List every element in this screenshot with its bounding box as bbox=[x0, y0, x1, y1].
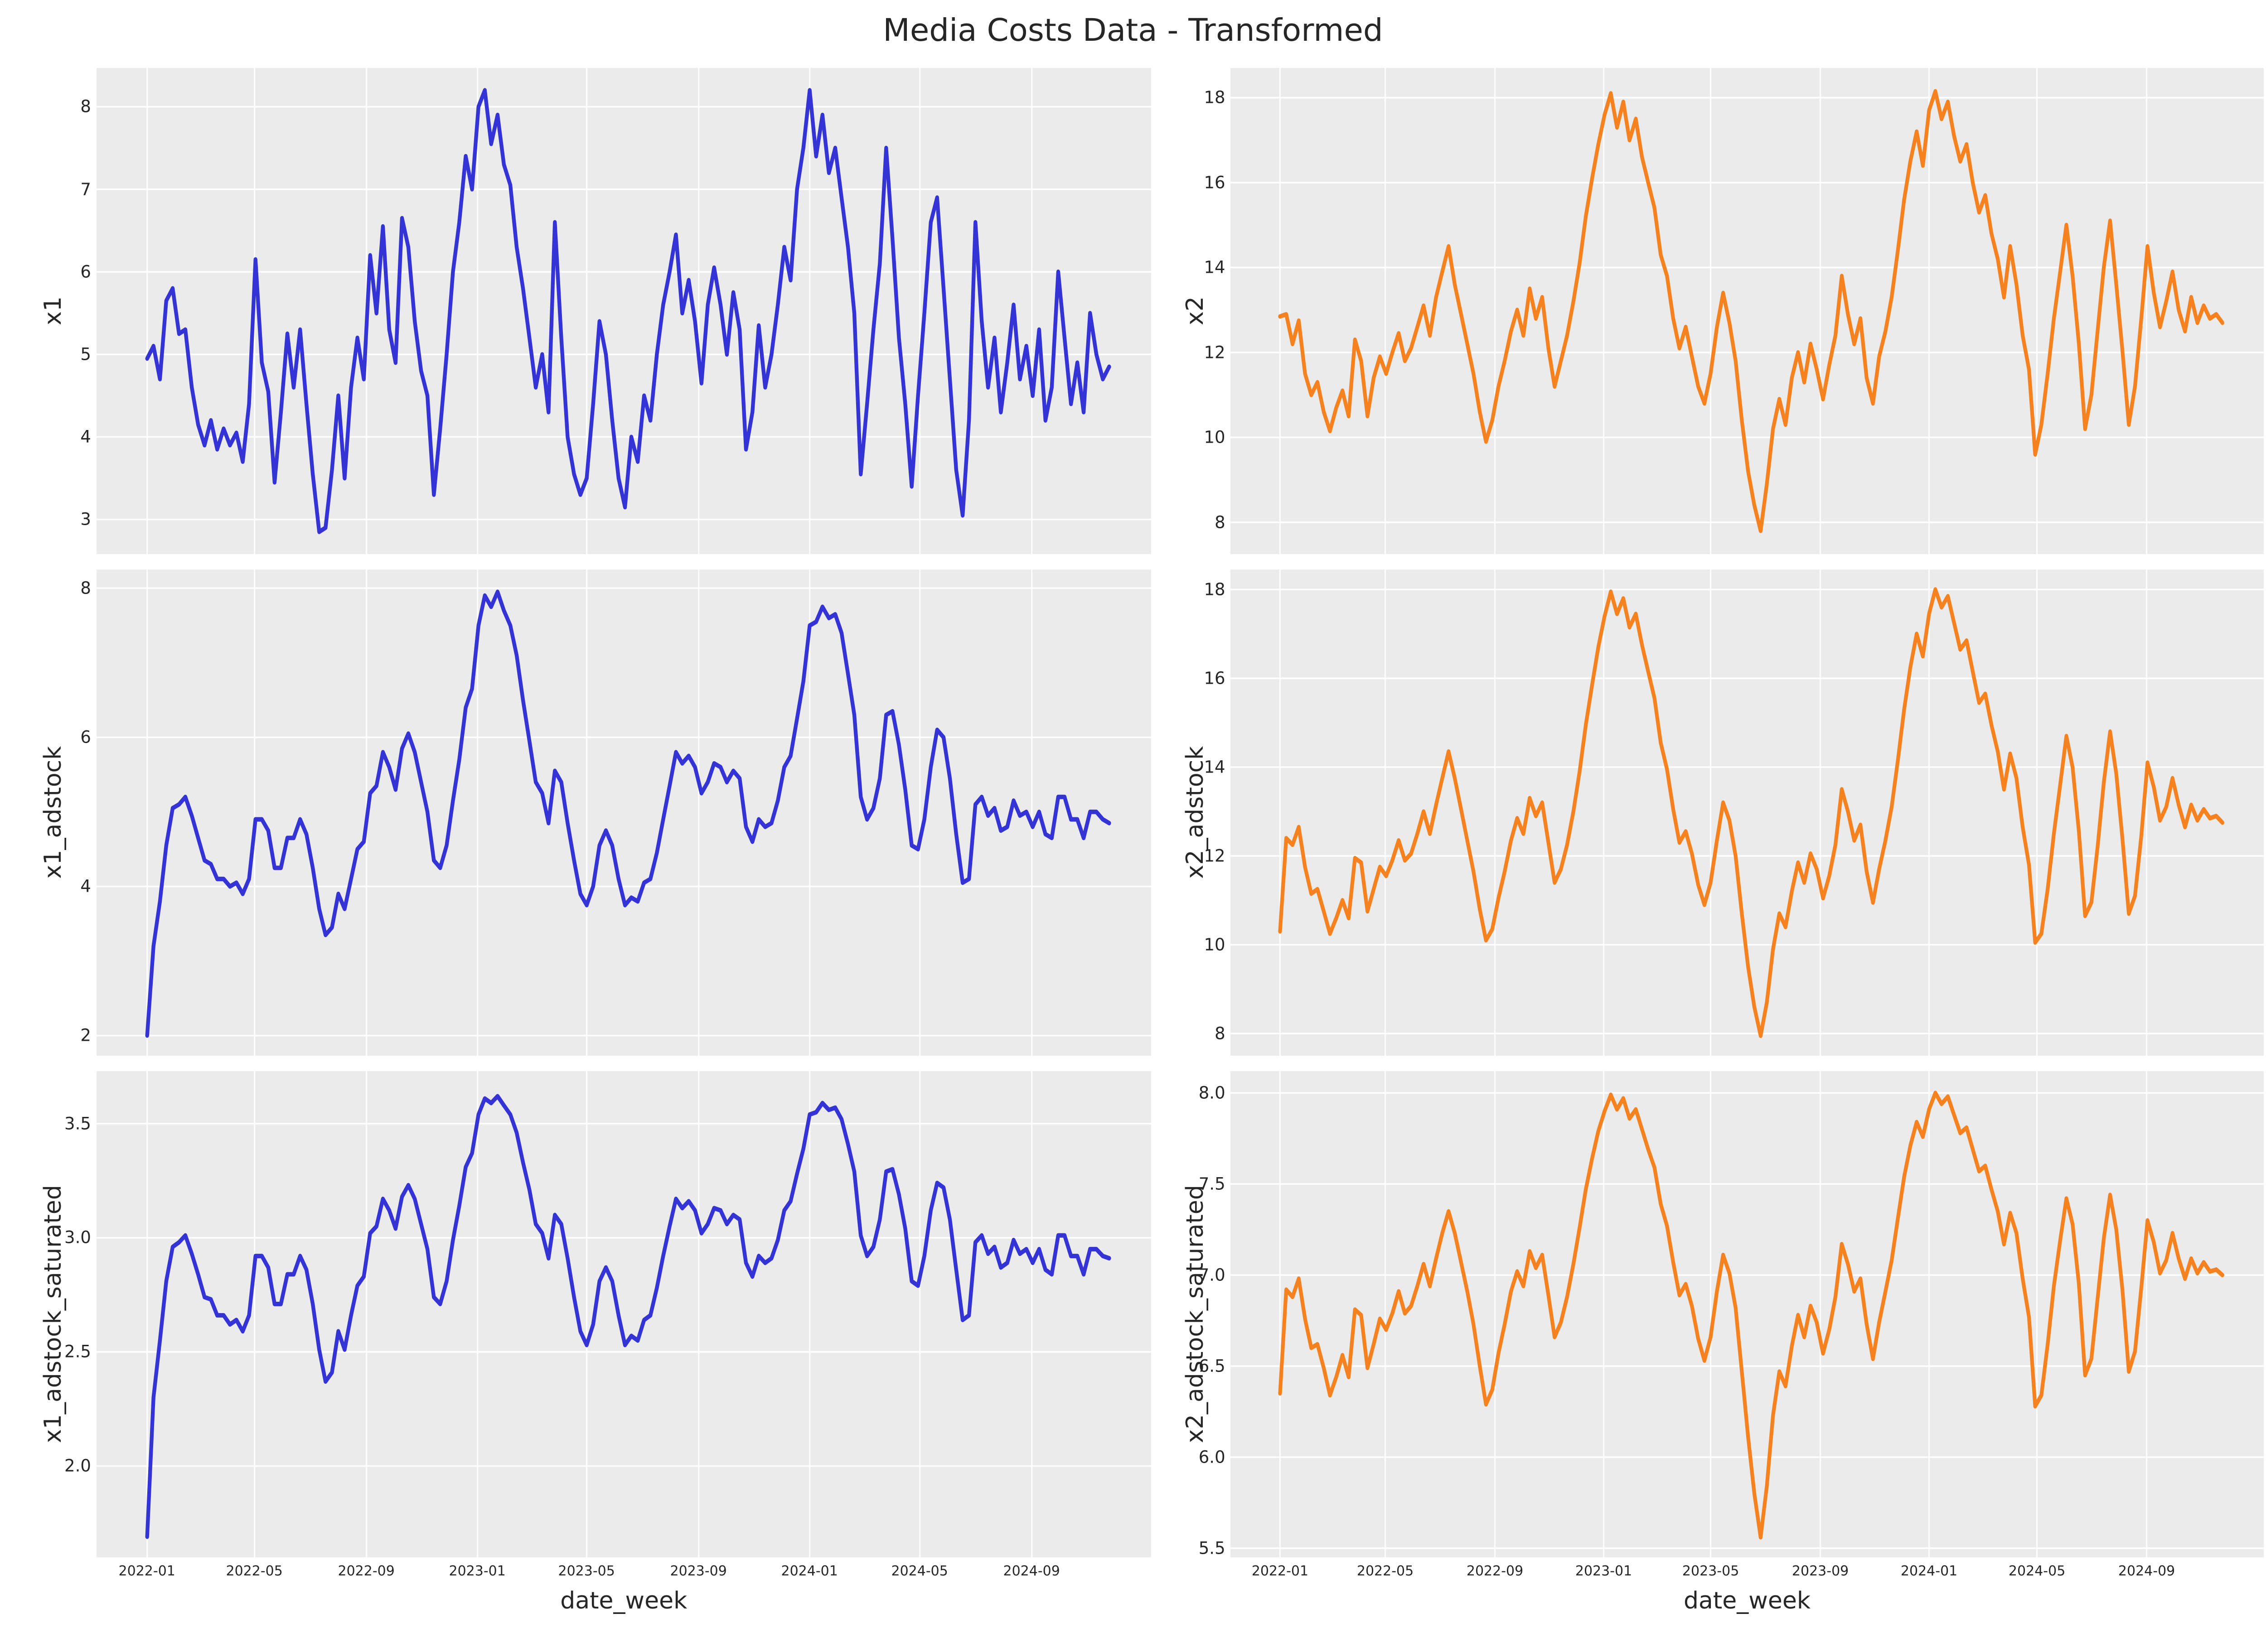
x-tick-label: 2023-05 bbox=[558, 1563, 615, 1579]
y-tick-label: 3 bbox=[80, 509, 91, 529]
subplot-x1_adstock_saturated: 2.0 2.5 3.0 3.5 x1_adstock_saturated 2022-01 2… bbox=[39, 1071, 1151, 1614]
y-tick-label: 5 bbox=[80, 344, 91, 364]
y-tick-label: 18 bbox=[1204, 87, 1225, 107]
y-tick-label: 8 bbox=[1215, 512, 1225, 532]
y-tick-label: 14 bbox=[1204, 757, 1225, 777]
figure-title: Media Costs Data - Transformed bbox=[883, 12, 1383, 49]
x-tick-label: 2024-05 bbox=[891, 1563, 948, 1579]
y-tick-label: 4 bbox=[80, 427, 91, 447]
y-tick-label: 3.0 bbox=[64, 1227, 91, 1247]
y-axis-label-x1_adstock: x1_adstock bbox=[39, 746, 67, 879]
x-tick-label: 2024-01 bbox=[781, 1563, 838, 1579]
y-tick-label: 8 bbox=[80, 97, 91, 116]
y-tick-label: 14 bbox=[1204, 257, 1225, 277]
x-tick-label: 2024-01 bbox=[1900, 1563, 1958, 1579]
y-tick-label: 12 bbox=[1204, 343, 1225, 362]
y-tick-label: 18 bbox=[1204, 580, 1225, 599]
y-tick-label: 6.0 bbox=[1198, 1447, 1225, 1467]
x-tick-label: 2024-09 bbox=[2118, 1563, 2175, 1579]
y-tick-label: 5.5 bbox=[1198, 1538, 1225, 1558]
y-tick-label: 16 bbox=[1204, 173, 1225, 193]
line-chart-x2_adstock_saturated bbox=[1230, 1071, 2264, 1557]
y-tick-label: 10 bbox=[1204, 427, 1225, 447]
y-tick-label: 7.0 bbox=[1198, 1265, 1225, 1285]
y-tick-label: 16 bbox=[1204, 668, 1225, 688]
subplot-x2_adstock_saturated: 5.5 6.0 6.5 7.0 7.5 8.0 x2_adstock_saturated 20… bbox=[1181, 1071, 2264, 1614]
y-tick-label: 6 bbox=[80, 727, 91, 747]
plot-panel-x2_adstock_saturated bbox=[1230, 1071, 2264, 1557]
subplot-x2_adstock: 8 10 12 14 16 18 x2_adstock bbox=[1181, 569, 2264, 1056]
y-tick-label: 2 bbox=[80, 1025, 91, 1045]
y-axis-label-x2_adstock_saturated: x2_adstock_saturated bbox=[1181, 1185, 1209, 1444]
y-tick-label: 8 bbox=[80, 578, 91, 598]
data-line-x1_adstock_saturated bbox=[145, 1094, 1111, 1539]
x-axis-label-x1_adstock_saturated: date_week bbox=[560, 1587, 688, 1615]
subplot-x1_adstock: 2 4 6 8 x1_adstock bbox=[39, 569, 1151, 1056]
x-tick-label: 2024-05 bbox=[2008, 1563, 2066, 1579]
data-line-x2_adstock_saturated bbox=[1278, 1090, 2224, 1540]
subplot-x2: 8 10 12 14 16 18 x2 bbox=[1181, 68, 2264, 554]
y-tick-label: 6 bbox=[80, 262, 91, 282]
line-chart-x1_adstock_saturated bbox=[96, 1071, 1151, 1557]
y-axis-label-x2: x2 bbox=[1181, 296, 1209, 326]
plot-panel-x1_adstock bbox=[96, 569, 1151, 1056]
x-tick-label: 2024-09 bbox=[1003, 1563, 1060, 1579]
x-tick-label: 2023-09 bbox=[1791, 1563, 1849, 1579]
x-tick-label: 2022-09 bbox=[338, 1563, 395, 1579]
x-tick-label: 2023-01 bbox=[1575, 1563, 1632, 1579]
y-tick-label: 7 bbox=[80, 179, 91, 199]
y-tick-label: 7.5 bbox=[1198, 1174, 1225, 1194]
x-tick-label: 2023-05 bbox=[1682, 1563, 1739, 1579]
plot-panel-x1_adstock_saturated bbox=[96, 1071, 1151, 1557]
data-line-x2_adstock bbox=[1278, 587, 2224, 1038]
x-axis-label-x2_adstock_saturated: date_week bbox=[1684, 1587, 1811, 1615]
y-axis-label-x2_adstock: x2_adstock bbox=[1181, 746, 1209, 879]
y-tick-label: 2.5 bbox=[64, 1342, 91, 1362]
data-line-x1_adstock bbox=[145, 589, 1111, 1038]
y-tick-label: 6.5 bbox=[1198, 1356, 1225, 1376]
y-tick-label: 4 bbox=[80, 876, 91, 896]
x-tick-label: 2022-05 bbox=[1356, 1563, 1414, 1579]
y-tick-label: 3.5 bbox=[64, 1114, 91, 1134]
data-line-x1 bbox=[145, 88, 1111, 534]
y-tick-label: 8 bbox=[1215, 1024, 1225, 1043]
line-chart-x1_adstock bbox=[96, 569, 1151, 1056]
y-tick-label: 8.0 bbox=[1198, 1083, 1225, 1103]
plot-panel-x2_adstock bbox=[1230, 569, 2264, 1056]
y-tick-label: 10 bbox=[1204, 935, 1225, 955]
x-tick-label: 2022-09 bbox=[1466, 1563, 1524, 1579]
y-axis-label-x1: x1 bbox=[39, 296, 67, 326]
plot-panel-x1 bbox=[96, 68, 1151, 554]
line-chart-x2 bbox=[1230, 68, 2264, 554]
y-tick-label: 12 bbox=[1204, 846, 1225, 866]
y-tick-label: 2.0 bbox=[64, 1456, 91, 1476]
line-chart-x2_adstock bbox=[1230, 569, 2264, 1056]
x-tick-label: 2022-05 bbox=[226, 1563, 283, 1579]
subplot-x1: 3 4 5 6 7 8 x1 bbox=[39, 68, 1151, 554]
x-tick-label: 2022-01 bbox=[118, 1563, 175, 1579]
line-chart-x1 bbox=[96, 68, 1151, 554]
x-tick-label: 2023-09 bbox=[670, 1563, 727, 1579]
plot-panel-x2 bbox=[1230, 68, 2264, 554]
x-tick-label: 2023-01 bbox=[449, 1563, 506, 1579]
y-axis-label-x1_adstock_saturated: x1_adstock_saturated bbox=[39, 1185, 67, 1444]
x-tick-label: 2022-01 bbox=[1251, 1563, 1309, 1579]
data-line-x2 bbox=[1278, 89, 2224, 533]
